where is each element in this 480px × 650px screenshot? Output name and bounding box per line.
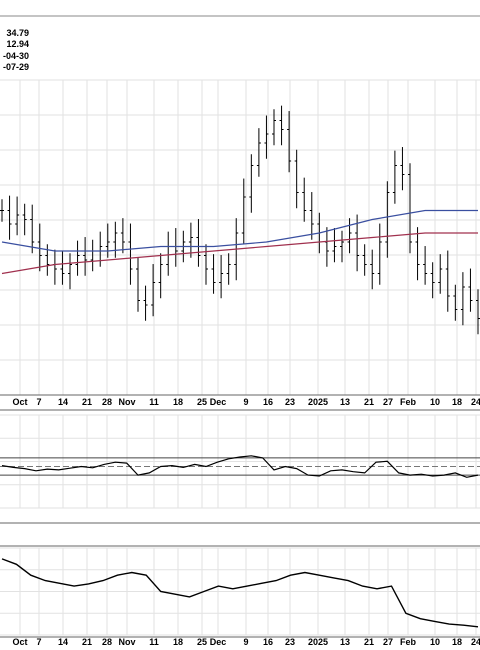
x-tick-label: 28	[102, 637, 112, 647]
x-axis-ticks: Oct 7 14 21 28 Nov 11 18 25 Dec 9 16 23 2025 13 21 27 Feb…	[12, 397, 480, 647]
x-tick-label: 28	[102, 397, 112, 407]
x-tick-label: 21	[364, 637, 374, 647]
x-tick-label: 18	[452, 397, 462, 407]
lower-panel	[1, 558, 479, 628]
x-tick-label: 21	[364, 397, 374, 407]
x-tick-label: 10	[430, 397, 440, 407]
x-tick-label: 16	[263, 637, 273, 647]
x-tick-label: Oct	[12, 637, 27, 647]
x-tick-label: 2025	[308, 397, 328, 407]
header-value-4: -07-29	[2, 62, 29, 72]
x-tick-label: Nov	[118, 637, 135, 647]
x-tick-label: 21	[82, 397, 92, 407]
x-tick-label: 14	[58, 637, 68, 647]
x-tick-label: Dec	[210, 637, 227, 647]
x-tick-label: 11	[149, 637, 159, 647]
x-tick-label: 23	[285, 397, 295, 407]
x-tick-label: Oct	[12, 397, 27, 407]
x-tick-label: 13	[340, 637, 350, 647]
grid-lines	[0, 79, 480, 636]
moving-average-short	[1, 209, 478, 252]
x-tick-label: 24	[471, 397, 480, 407]
x-tick-label: Dec	[210, 397, 227, 407]
x-tick-label: 18	[173, 637, 183, 647]
x-tick-label: 2025	[308, 637, 328, 647]
x-tick-label: 13	[340, 397, 350, 407]
x-tick-label: 7	[36, 637, 41, 647]
x-tick-label: 9	[243, 637, 248, 647]
header-value-2: 12.94	[6, 39, 29, 49]
x-tick-label: 24	[471, 637, 480, 647]
x-tick-label: 27	[383, 397, 393, 407]
panel-borders	[0, 394, 480, 638]
header-value-1: 34.79	[6, 28, 29, 38]
x-tick-label: 16	[263, 397, 273, 407]
x-tick-label: 10	[430, 637, 440, 647]
x-tick-label: 11	[149, 397, 159, 407]
x-tick-label: 23	[285, 637, 295, 647]
x-tick-label: 18	[173, 397, 183, 407]
oscillator-panel	[0, 455, 480, 478]
moving-average-long	[1, 232, 478, 275]
x-tick-label: 18	[452, 637, 462, 647]
x-tick-label: 25	[197, 397, 207, 407]
lower-indicator-line	[1, 558, 479, 628]
price-bars	[0, 105, 480, 335]
oscillator-line	[1, 455, 479, 478]
x-tick-label: Feb	[400, 397, 417, 407]
x-tick-label: 25	[197, 637, 207, 647]
x-tick-label: 27	[383, 637, 393, 647]
x-tick-label: 14	[58, 397, 68, 407]
moving-average-lines	[1, 209, 478, 275]
x-tick-label: Feb	[400, 637, 417, 647]
header-value-3: -04-30	[2, 51, 29, 61]
x-tick-label: Nov	[118, 397, 135, 407]
x-tick-label: 9	[243, 397, 248, 407]
x-tick-label: 21	[82, 637, 92, 647]
x-tick-label: 7	[36, 397, 41, 407]
